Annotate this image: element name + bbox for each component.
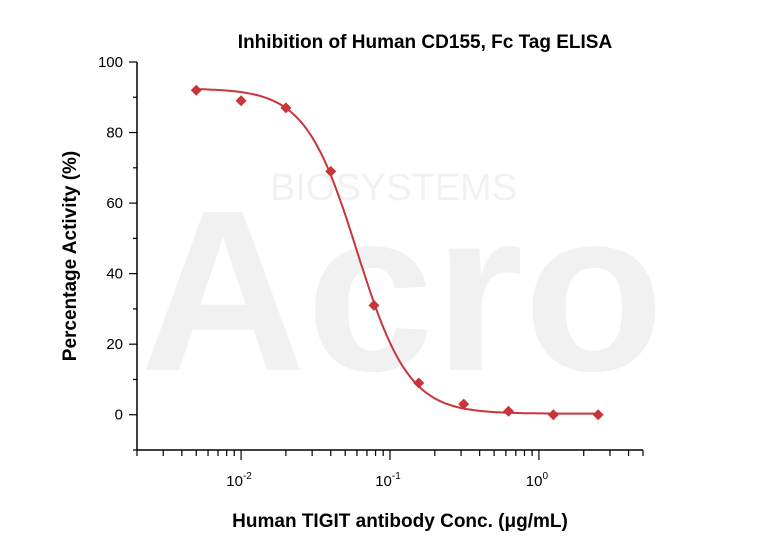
y-tick-label: 100 [98, 54, 123, 71]
chart-title: Inhibition of Human CD155, Fc Tag ELISA [238, 32, 613, 53]
data-point [325, 165, 337, 177]
x-axis-label: Human TIGIT antibody Conc. (μg/mL) [232, 511, 568, 532]
x-tick-label: 100 [526, 471, 549, 490]
x-tick-label: 10-2 [226, 471, 252, 490]
data-point [592, 409, 604, 421]
watermark-logo: Acro BIOSYSTEMS [140, 162, 664, 419]
y-tick-label: 20 [106, 336, 123, 353]
fit-curve [196, 88, 599, 415]
data-point [413, 377, 425, 389]
y-tick-label: 40 [106, 266, 123, 283]
y-tick-label: 60 [106, 195, 123, 212]
data-point [235, 95, 247, 107]
y-axis-label: Percentage Activity (%) [60, 151, 81, 361]
data-point [547, 409, 559, 421]
data-point [458, 398, 470, 410]
data-point [503, 405, 515, 417]
data-point [280, 102, 292, 114]
x-tick-label: 10-1 [375, 471, 401, 490]
watermark-biosystems: BIOSYSTEMS [270, 167, 517, 209]
y-tick-label: 0 [115, 407, 123, 424]
data-point [368, 299, 380, 311]
y-tick-label: 80 [106, 125, 123, 142]
watermark-acro: Acro [140, 162, 664, 419]
data-point [190, 84, 202, 96]
